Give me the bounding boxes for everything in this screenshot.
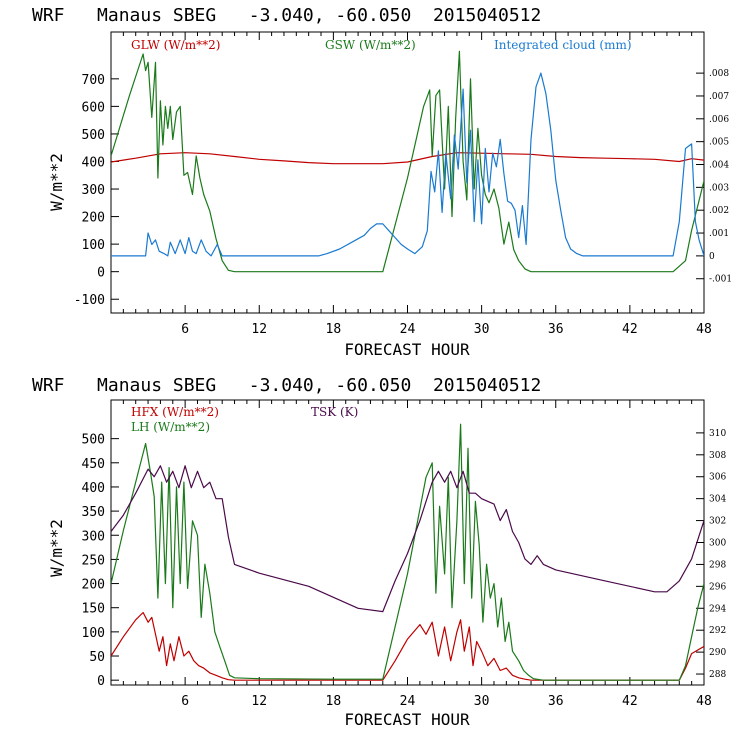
- y2-tick-label: 300: [709, 539, 726, 549]
- legend-integrated-cloud: Integrated cloud (mm): [494, 38, 632, 52]
- y-tick-label: 100: [82, 626, 105, 641]
- y-tick-label: 200: [82, 578, 105, 593]
- panel-top-xlabel: FORECAST HOUR: [344, 340, 470, 359]
- y2-tick-label: 292: [709, 626, 726, 636]
- y2-tick-label: 298: [709, 560, 726, 570]
- panel-bottom-y2-tick-labels: 310 308 306 304 302 300 298 296 294 292 290 288: [709, 429, 726, 680]
- y2-tick-label: .002: [709, 206, 729, 216]
- y-tick-label: 350: [82, 505, 105, 520]
- y-tick-label: 500: [82, 433, 105, 448]
- y2-tick-label: 296: [709, 582, 726, 592]
- y2-tick-label: 308: [709, 451, 726, 461]
- x-tick-label-24: 24: [400, 322, 416, 337]
- panel-top-frame: [110, 31, 705, 314]
- panel-bottom-x-tick-labels: 6 12 18 24 30 36 42 48: [181, 694, 712, 709]
- y2-tick-label: 288: [709, 670, 726, 680]
- y2-tick-label: -.001: [709, 275, 732, 285]
- y2-tick-label: 304: [709, 495, 726, 505]
- series-line-top-2: [111, 72, 704, 257]
- x-tick-label-42: 42: [622, 694, 638, 709]
- x-tick-label-48: 48: [696, 322, 712, 337]
- x-tick-label-18: 18: [326, 322, 342, 337]
- x-tick-label-48: 48: [696, 694, 712, 709]
- series-line-bottom-2: [111, 465, 704, 613]
- y-tick-label: 0: [97, 674, 105, 689]
- y2-tick-label: .004: [709, 161, 729, 171]
- legend-glw: GLW (W/m**2): [131, 38, 220, 52]
- legend-lh: LH (W/m**2): [131, 420, 210, 434]
- y2-tick-label: .007: [709, 92, 729, 102]
- series-line-bottom-0: [111, 611, 704, 681]
- y-tick-label: 700: [82, 73, 105, 88]
- x-tick-label-30: 30: [474, 322, 490, 337]
- x-tick-label-42: 42: [622, 322, 638, 337]
- panel-bottom-frame: [110, 399, 705, 686]
- y2-tick-label: 306: [709, 473, 726, 483]
- y2-tick-label: .001: [709, 229, 729, 239]
- panel-top-ticks: [110, 32, 705, 313]
- panel-bottom-title: WRF Manaus SBEG -3.040, -60.050 20150405…: [32, 375, 541, 396]
- x-tick-label-30: 30: [474, 694, 490, 709]
- y-tick-label: 450: [82, 457, 105, 472]
- x-tick-label-12: 12: [251, 694, 267, 709]
- y-tick-label: 500: [82, 128, 105, 143]
- x-tick-label-18: 18: [326, 694, 342, 709]
- y2-tick-label: .006: [709, 115, 729, 125]
- y-tick-label: 50: [89, 650, 105, 665]
- series-line-top-1: [111, 50, 704, 273]
- y2-tick-label: 0: [709, 252, 715, 262]
- legend-gsw: GSW (W/m**2): [325, 38, 416, 52]
- legend-tsk: TSK (K): [311, 405, 358, 419]
- y2-tick-label: .008: [709, 69, 729, 79]
- panel-bottom-ylabel: W/m**2: [47, 519, 66, 577]
- panel-top-ylabel: W/m**2: [47, 153, 66, 211]
- panel-bottom-ticks: [110, 400, 705, 685]
- y-tick-label: 100: [82, 238, 105, 253]
- panel-top-y-tick-labels: 700 600 500 400 300 200 100 0 -100: [74, 73, 105, 308]
- y-tick-label: 300: [82, 183, 105, 198]
- x-tick-label-6: 6: [181, 694, 189, 709]
- y-tick-label: -100: [74, 293, 105, 308]
- y-tick-label: 600: [82, 100, 105, 115]
- y-tick-label: 400: [82, 481, 105, 496]
- series-line-bottom-1: [111, 423, 704, 681]
- panel-bottom-xlabel: FORECAST HOUR: [344, 710, 470, 729]
- panel-bottom-series: [111, 423, 704, 681]
- y2-tick-label: .005: [709, 138, 729, 148]
- x-tick-label-36: 36: [548, 322, 564, 337]
- panel-top-series: [111, 50, 704, 273]
- panel-bottom: WRF Manaus SBEG -3.040, -60.050 20150405…: [32, 375, 726, 729]
- x-tick-label-36: 36: [548, 694, 564, 709]
- panel-top: WRF Manaus SBEG -3.040, -60.050 20150405…: [32, 5, 732, 359]
- y2-tick-label: 302: [709, 517, 726, 527]
- y-tick-label: 300: [82, 529, 105, 544]
- x-tick-label-12: 12: [251, 322, 267, 337]
- y-tick-label: 0: [97, 266, 105, 281]
- y2-tick-label: 310: [709, 429, 726, 439]
- x-tick-label-6: 6: [181, 322, 189, 337]
- y-tick-label: 150: [82, 602, 105, 617]
- y-tick-label: 250: [82, 553, 105, 568]
- y2-tick-label: 294: [709, 604, 726, 614]
- y2-tick-label: .003: [709, 183, 729, 193]
- y-tick-label: 400: [82, 155, 105, 170]
- x-tick-label-24: 24: [400, 694, 416, 709]
- legend-hfx: HFX (W/m**2): [131, 405, 219, 419]
- panel-top-title: WRF Manaus SBEG -3.040, -60.050 20150405…: [32, 5, 541, 26]
- series-line-top-0: [111, 152, 704, 165]
- y2-tick-label: 290: [709, 648, 726, 658]
- panel-top-x-tick-labels: 6 12 18 24 30 36 42 48: [181, 322, 712, 337]
- panel-top-y2-tick-labels: .008 .007 .006 .005 .004 .003 .002 .001 0 -.001: [709, 69, 732, 285]
- y-tick-label: 200: [82, 211, 105, 226]
